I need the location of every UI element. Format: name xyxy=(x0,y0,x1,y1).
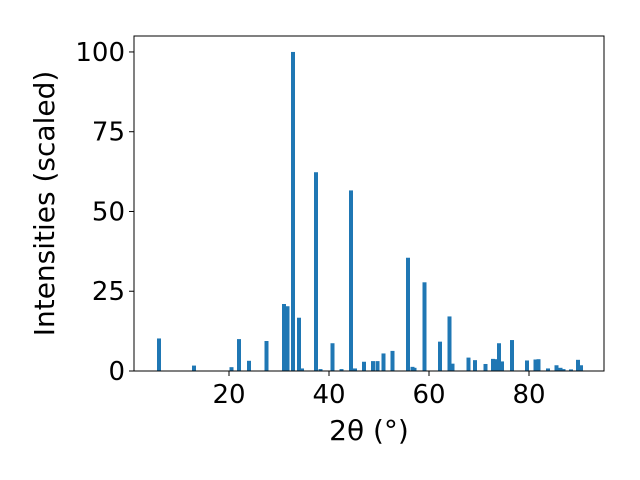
bar xyxy=(291,51,295,371)
bar xyxy=(466,357,471,371)
bar xyxy=(318,369,323,371)
x-tick-label: 20 xyxy=(212,380,245,410)
bar xyxy=(494,359,498,371)
bar xyxy=(390,350,395,371)
bars-layer xyxy=(157,51,583,371)
bar xyxy=(237,339,241,371)
bar xyxy=(554,365,559,371)
bar xyxy=(412,367,417,371)
bar xyxy=(381,353,386,371)
y-tick-label: 0 xyxy=(108,357,125,387)
bar xyxy=(300,368,304,371)
bar xyxy=(473,360,477,371)
bar xyxy=(229,367,234,371)
x-axis-title: 2θ (°) xyxy=(329,414,409,447)
ticks-layer: 20 40 60 80 0 25 50 75 100 xyxy=(75,38,545,410)
y-tick-label: 75 xyxy=(92,118,125,148)
plot-frame xyxy=(133,35,605,372)
bar xyxy=(483,363,488,371)
bar xyxy=(491,358,495,371)
x-tick-label: 60 xyxy=(412,380,445,410)
x-tick-label: 80 xyxy=(512,380,545,410)
bar xyxy=(576,359,580,371)
bar xyxy=(282,304,286,371)
bar xyxy=(314,172,318,371)
bar xyxy=(371,361,375,371)
bar xyxy=(330,343,335,371)
bar xyxy=(546,368,550,371)
bar xyxy=(450,363,455,371)
bar xyxy=(264,341,269,371)
bar xyxy=(422,282,427,371)
bar xyxy=(533,359,538,371)
bar xyxy=(339,369,344,371)
bar xyxy=(247,360,251,371)
bar xyxy=(406,257,410,371)
bar xyxy=(353,368,357,371)
bar xyxy=(349,190,353,371)
bar xyxy=(192,365,196,371)
bar xyxy=(157,338,161,371)
bar xyxy=(438,341,442,371)
bar xyxy=(579,365,583,371)
bar xyxy=(500,361,504,371)
y-tick-label: 50 xyxy=(92,197,125,227)
y-tick-label: 25 xyxy=(92,277,125,307)
y-axis-title: Intensities (scaled) xyxy=(28,71,61,337)
bar xyxy=(510,340,514,371)
bar xyxy=(558,367,563,371)
bar xyxy=(561,369,566,371)
bar xyxy=(285,306,290,371)
bar xyxy=(447,316,452,371)
y-tick-label: 100 xyxy=(75,38,125,68)
x-tick-label: 40 xyxy=(312,380,345,410)
bar xyxy=(497,343,501,371)
bar xyxy=(362,361,366,371)
bar xyxy=(297,317,301,371)
bar xyxy=(375,361,380,371)
bar xyxy=(536,359,541,371)
bar xyxy=(525,360,529,371)
bar xyxy=(569,369,573,371)
